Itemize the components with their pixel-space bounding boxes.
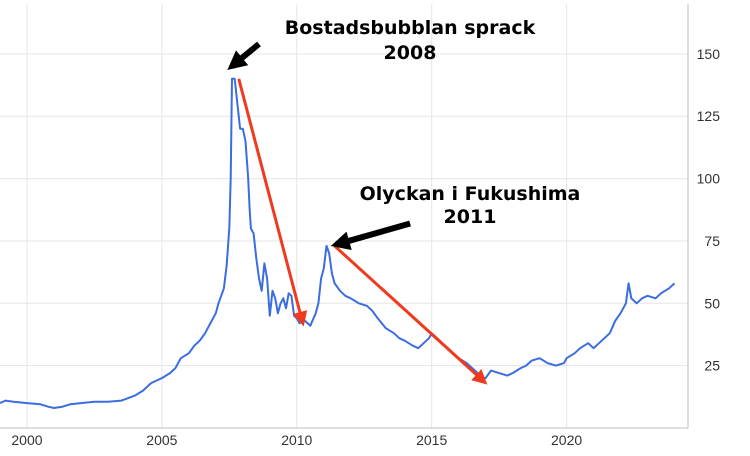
black-pointer-arrow [330,220,411,251]
y-tick-label: 25 [704,358,720,374]
grid [0,4,688,428]
axes: 2000 2005 2010 2015 2020 25 50 75 100 125 150 [0,4,720,448]
y-tick-label: 125 [697,108,721,124]
y-tick-label: 75 [704,233,720,249]
series-line [0,77,676,409]
x-tick-label: 2010 [281,432,312,448]
series [0,77,676,409]
annotations: Bostadsbubblan sprack 2008 Olyckan i Fukus… [227,17,581,385]
annotation-year: 2011 [444,206,497,228]
x-tick-label: 2000 [11,432,42,448]
y-tick-label: 150 [697,46,721,62]
annotation-title: Olyckan i Fukushima [360,183,581,205]
x-tick-label: 2015 [416,432,447,448]
x-tick-label: 2020 [551,432,582,448]
black-pointer-arrow [227,41,261,70]
annotation-title: Bostadsbubblan sprack [285,17,536,39]
red-trend-arrow [237,78,308,327]
annotation-year: 2008 [384,42,437,64]
y-tick-label: 50 [704,295,720,311]
y-tick-label: 100 [697,171,721,187]
red-trend-arrow [333,244,488,385]
x-tick-label: 2005 [146,432,177,448]
